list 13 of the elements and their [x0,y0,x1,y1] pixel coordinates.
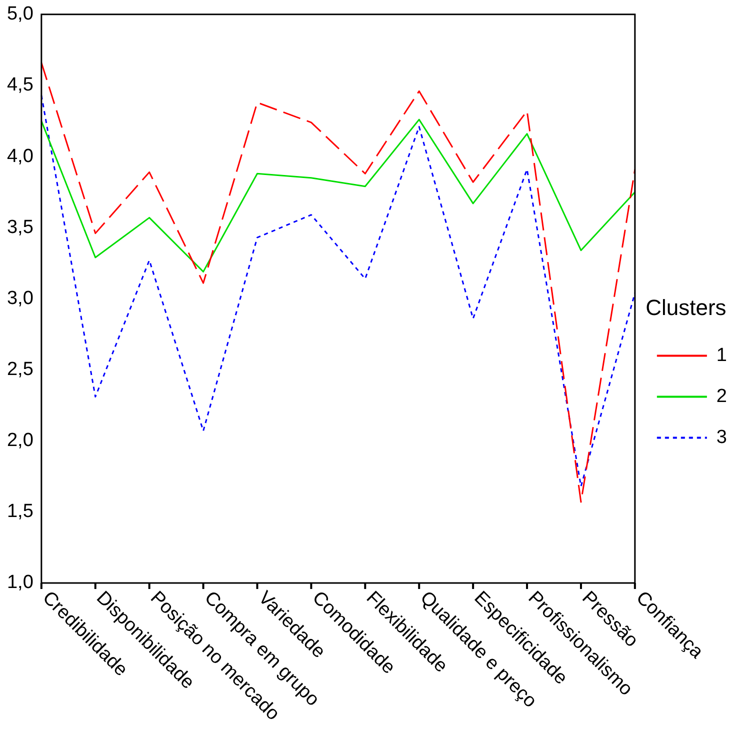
y-tick-label: 1,0 [6,572,34,594]
y-tick-label: 5,0 [6,4,34,25]
y-tick-label: 3,5 [6,216,34,238]
y-tick-label: 1,5 [6,501,34,522]
legend-label: 3 [716,426,728,448]
legend-label: 1 [716,344,728,366]
y-tick-label: 2,5 [6,359,34,380]
legend-title: Clusters [646,294,726,320]
y-tick-label: 2,0 [6,430,34,452]
legend-label: 2 [716,386,728,407]
y-tick-label: 3,0 [6,288,34,309]
y-tick-label: 4,5 [6,74,34,96]
y-tick-label: 4,0 [6,146,34,167]
